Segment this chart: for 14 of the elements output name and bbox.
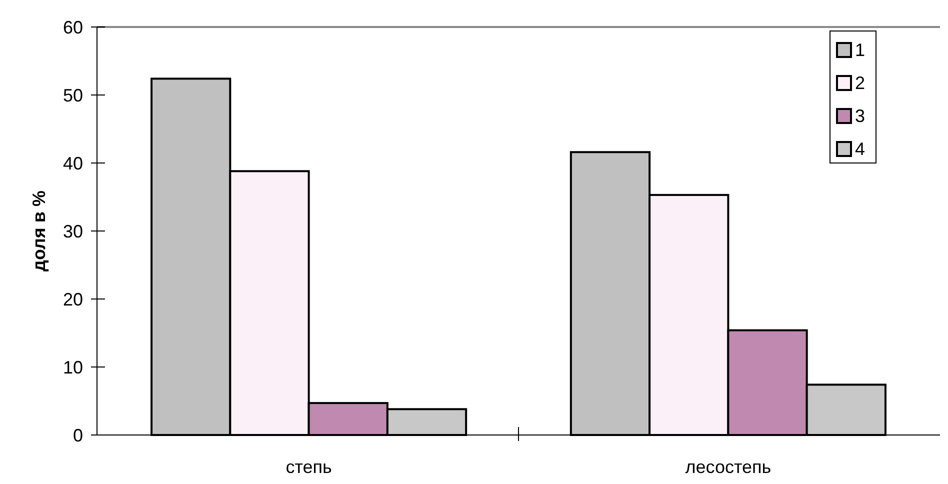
x-tick-label: лесостепь xyxy=(685,457,772,477)
y-tick-label: 20 xyxy=(62,289,83,310)
legend-label: 1 xyxy=(855,40,866,60)
legend-label: 4 xyxy=(855,139,866,159)
y-tick-label: 0 xyxy=(72,425,83,446)
legend-label: 2 xyxy=(855,73,866,93)
y-tick-label: 30 xyxy=(62,221,83,242)
y-tick-label: 10 xyxy=(62,357,83,378)
x-tick-label: степь xyxy=(286,457,332,477)
legend-label: 3 xyxy=(855,106,866,126)
y-tick-label: 50 xyxy=(62,85,83,106)
y-tick-label: 40 xyxy=(62,153,83,174)
y-tick-label: 60 xyxy=(62,17,83,38)
y-axis-title: доля в % xyxy=(29,190,49,272)
